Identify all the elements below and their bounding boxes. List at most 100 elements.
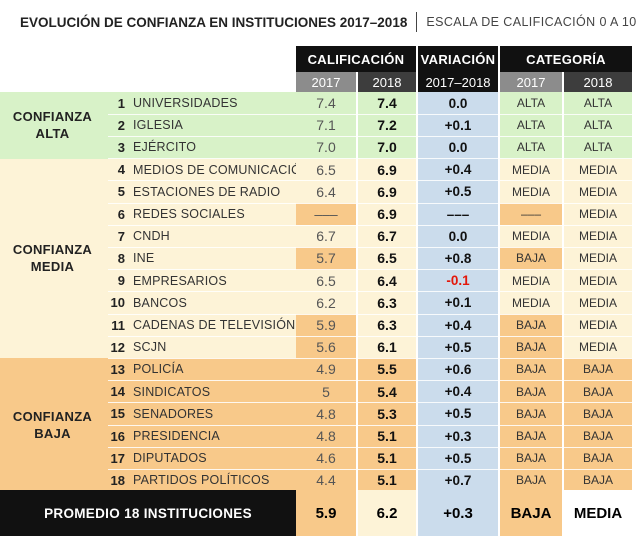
score-2017: 6.5 bbox=[296, 269, 356, 292]
score-2017: 4.8 bbox=[296, 425, 356, 448]
row-divider bbox=[108, 357, 632, 359]
group-label: CONFIANZA ALTA bbox=[12, 109, 93, 142]
institution-name: IGLESIA bbox=[133, 118, 184, 133]
score-2018: 5.1 bbox=[358, 425, 416, 448]
category-2018: BAJA bbox=[564, 469, 632, 492]
score-2018: 6.3 bbox=[358, 314, 416, 337]
institution-name: INE bbox=[133, 251, 155, 266]
category-2017: BAJA bbox=[500, 425, 562, 448]
variation-value: +0.5 bbox=[418, 336, 498, 359]
score-2018: 5.1 bbox=[358, 447, 416, 470]
score-2018: 6.9 bbox=[358, 158, 416, 181]
score-2018: 7.0 bbox=[358, 136, 416, 159]
score-2017: 6.4 bbox=[296, 180, 356, 203]
table-subtitle: ESCALA DE CALIFICACIÓN 0 A 10 bbox=[426, 15, 637, 29]
category-2018: ALTA bbox=[564, 114, 632, 137]
row-divider bbox=[108, 135, 632, 137]
row-number: 9 bbox=[117, 273, 125, 289]
variation-value: +0.7 bbox=[418, 469, 498, 492]
row-number: 3 bbox=[117, 139, 125, 155]
category-2018: MEDIA bbox=[564, 269, 632, 292]
row-number: 4 bbox=[117, 162, 125, 178]
score-2018: 6.9 bbox=[358, 180, 416, 203]
row-divider bbox=[108, 246, 632, 248]
variation-value: +0.5 bbox=[418, 447, 498, 470]
row-number: 16 bbox=[110, 428, 125, 444]
category-2017: MEDIA bbox=[500, 180, 562, 203]
institution-name: SINDICATOS bbox=[133, 384, 211, 399]
row-divider bbox=[108, 269, 632, 271]
header-calificacion: CALIFICACIÓN bbox=[296, 46, 416, 72]
title-separator bbox=[416, 12, 418, 32]
row-divider bbox=[108, 202, 632, 204]
row-divider bbox=[108, 335, 632, 337]
row-number: 15 bbox=[110, 406, 125, 422]
footer-score-2018: 6.2 bbox=[358, 490, 416, 536]
row-number: 8 bbox=[117, 250, 125, 266]
score-2018: 5.1 bbox=[358, 469, 416, 492]
row-number: 6 bbox=[117, 206, 125, 222]
score-2018: 6.9 bbox=[358, 203, 416, 226]
score-2018: 5.3 bbox=[358, 402, 416, 425]
category-2017: BAJA bbox=[500, 247, 562, 270]
score-2018: 6.3 bbox=[358, 291, 416, 314]
variation-value: -0.1 bbox=[418, 269, 498, 292]
row-number: 13 bbox=[110, 361, 125, 377]
score-2017: 4.9 bbox=[296, 358, 356, 381]
variation-value: +0.8 bbox=[418, 247, 498, 270]
header-variacion: VARIACIÓN bbox=[418, 46, 498, 72]
variation-value: ––– bbox=[418, 203, 498, 226]
category-2017: BAJA bbox=[500, 402, 562, 425]
score-2017: 5.9 bbox=[296, 314, 356, 337]
subheader-calificacion-2017: 2017 bbox=[296, 72, 356, 92]
row-divider bbox=[108, 402, 632, 404]
row-divider bbox=[108, 446, 632, 448]
footer-category-2018: MEDIA bbox=[564, 490, 632, 536]
category-2018: BAJA bbox=[564, 358, 632, 381]
institution-name: EJÉRCITO bbox=[133, 140, 197, 155]
category-2017: ALTA bbox=[500, 92, 562, 115]
variation-value: +0.5 bbox=[418, 402, 498, 425]
row-divider bbox=[108, 224, 632, 226]
institution-name: CADENAS DE TELEVISIÓN bbox=[133, 318, 296, 333]
footer-score-2017: 5.9 bbox=[296, 490, 356, 536]
group-band bbox=[0, 92, 296, 159]
institution-name: BANCOS bbox=[133, 295, 187, 310]
row-divider bbox=[108, 291, 632, 293]
score-2017: 6.7 bbox=[296, 225, 356, 248]
category-2018: BAJA bbox=[564, 425, 632, 448]
category-2017: MEDIA bbox=[500, 158, 562, 181]
row-number: 2 bbox=[117, 117, 125, 133]
category-2018: ALTA bbox=[564, 136, 632, 159]
score-2017: 5.6 bbox=[296, 336, 356, 359]
score-2018: 5.5 bbox=[358, 358, 416, 381]
row-divider bbox=[108, 180, 632, 182]
score-2018: 5.4 bbox=[358, 380, 416, 403]
category-2017: BAJA bbox=[500, 380, 562, 403]
variation-value: +0.1 bbox=[418, 291, 498, 314]
group-label: CONFIANZA MEDIA bbox=[12, 242, 93, 275]
category-2018: MEDIA bbox=[564, 180, 632, 203]
category-2018: MEDIA bbox=[564, 225, 632, 248]
institution-name: SENADORES bbox=[133, 406, 214, 421]
variation-value: +0.4 bbox=[418, 158, 498, 181]
institution-name: PARTIDOS POLÍTICOS bbox=[133, 473, 270, 488]
category-2018: BAJA bbox=[564, 402, 632, 425]
score-2018: 6.4 bbox=[358, 269, 416, 292]
institution-name: MEDIOS DE COMUNICACIÓN bbox=[133, 162, 311, 177]
row-number: 17 bbox=[110, 450, 125, 466]
institution-name: SCJN bbox=[133, 340, 167, 355]
score-2017: 5.7 bbox=[296, 247, 356, 270]
institution-name: DIPUTADOS bbox=[133, 451, 207, 466]
category-2017: ALTA bbox=[500, 136, 562, 159]
score-2018: 7.2 bbox=[358, 114, 416, 137]
row-number: 1 bbox=[117, 95, 125, 111]
category-2018: MEDIA bbox=[564, 314, 632, 337]
score-2018: 7.4 bbox=[358, 92, 416, 115]
table-title-bar: EVOLUCIÓN DE CONFIANZA EN INSTITUCIONES … bbox=[0, 0, 640, 44]
variation-value: +0.4 bbox=[418, 380, 498, 403]
subheader-categoria-2017: 2017 bbox=[500, 72, 562, 92]
category-2018: MEDIA bbox=[564, 158, 632, 181]
variation-value: 0.0 bbox=[418, 92, 498, 115]
